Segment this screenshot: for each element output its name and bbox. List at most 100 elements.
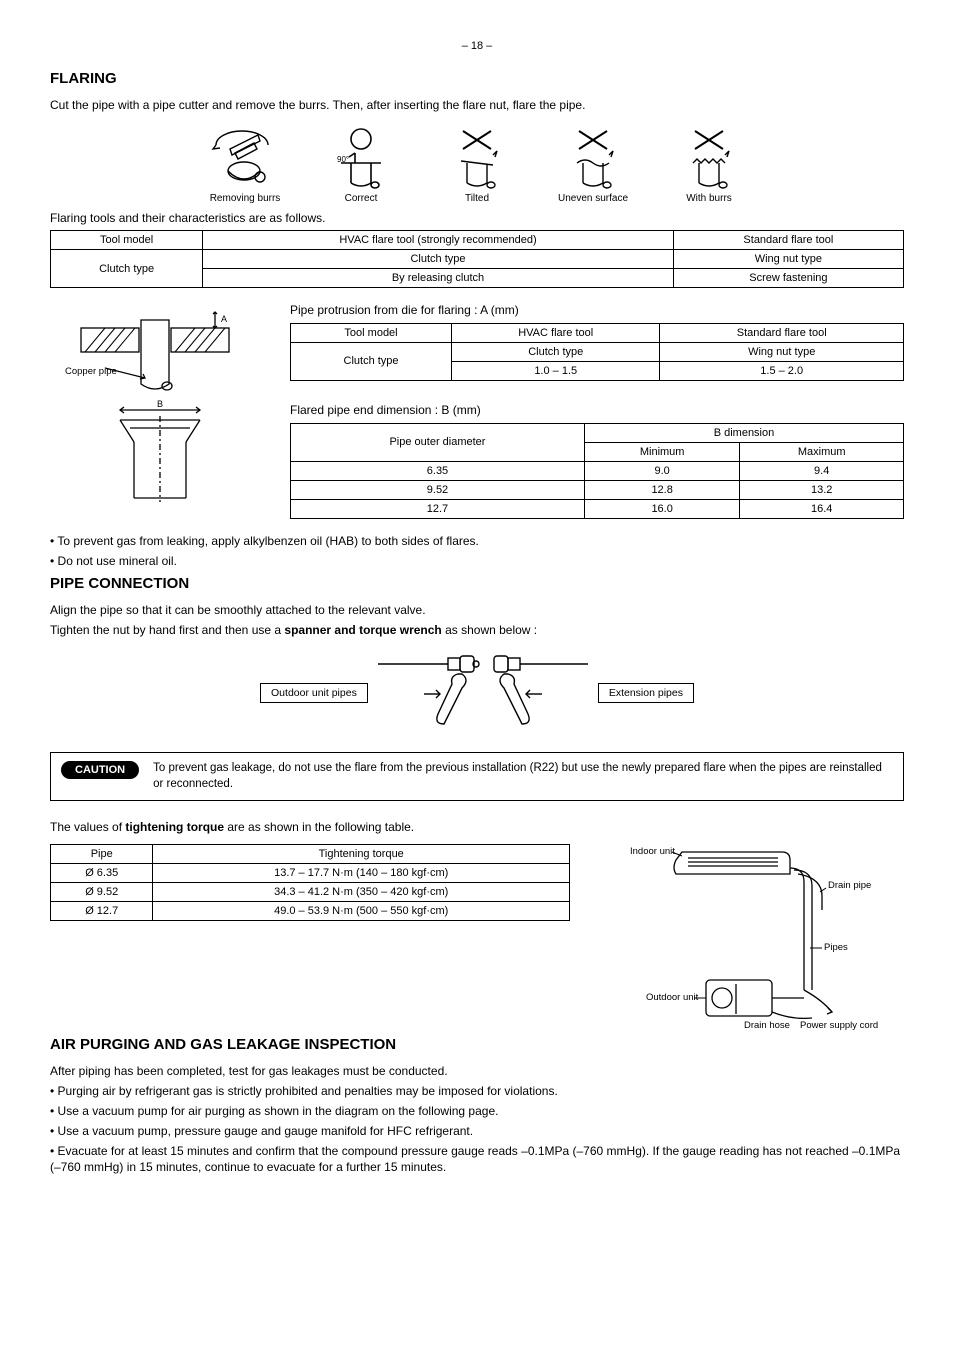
- dieA-col-1: HVAC flare tool: [452, 323, 660, 342]
- lbl-cord: Power supply cord: [800, 1020, 878, 1030]
- lbl-outdoor: Outdoor unit: [646, 992, 699, 1003]
- connect-p1: Align the pipe so that it can be smoothl…: [50, 602, 904, 618]
- flaring-note-0: • To prevent gas from leaking, apply alk…: [50, 533, 904, 549]
- dim-b-diagram: B: [50, 398, 270, 508]
- cut-uneven: Uneven surface: [553, 127, 633, 204]
- tools-col-0: Tool model: [51, 231, 203, 250]
- torque-col-1: Tightening torque: [153, 844, 570, 863]
- connect-title: PIPE CONNECTION: [50, 575, 904, 592]
- lbl-drain: Drain pipe: [828, 880, 871, 891]
- tools-r0c1: Clutch type: [203, 250, 674, 269]
- air-b3: • Evacuate for at least 15 minutes and c…: [50, 1143, 904, 1175]
- dieA-table: Tool model HVAC flare tool Standard flar…: [290, 323, 904, 381]
- torque-r0c0: Ø 6.35: [51, 863, 153, 882]
- caution-badge: CAUTION: [61, 761, 139, 779]
- wrench-icon: [378, 654, 588, 732]
- torque-r1c1: 34.3 – 41.2 N·m (350 – 420 kgf·cm): [153, 882, 570, 901]
- uneven-icon: [563, 127, 623, 189]
- lbl-indoor: Indoor unit: [630, 846, 675, 857]
- air-b1: • Use a vacuum pump for air purging as s…: [50, 1103, 904, 1119]
- cut-caption-4: With burrs: [686, 193, 732, 204]
- tools-col-2: Standard flare tool: [673, 231, 903, 250]
- connect-p2b: spanner and torque wrench: [284, 623, 441, 637]
- die-a-diagram: A Copper pipe: [50, 298, 270, 398]
- torque-r1c0: Ø 9.52: [51, 882, 153, 901]
- flaring-title: FLARING: [50, 70, 904, 87]
- cut-caption-2: Tilted: [465, 193, 489, 204]
- air-b0: • Purging air by refrigerant gas is stri…: [50, 1083, 904, 1099]
- dieA-r1c1: 1.0 – 1.5: [452, 361, 660, 380]
- cut-burrs: With burrs: [669, 127, 749, 204]
- dimB-r0c1: 9.0: [584, 461, 739, 480]
- install-diagram: Indoor unit Drain pipe Pipes Outdoor uni…: [600, 840, 904, 1030]
- deburr-icon: [210, 127, 280, 189]
- lbl-pipes: Pipes: [824, 942, 848, 953]
- dimB-head-min: Minimum: [584, 442, 739, 461]
- dieA-r0c2: Wing nut type: [660, 342, 904, 361]
- tools-table: Tool model HVAC flare tool (strongly rec…: [50, 230, 904, 288]
- cut-caption-3: Uneven surface: [558, 193, 628, 204]
- page-number: – 18 –: [50, 40, 904, 52]
- dimB-r2c1: 16.0: [584, 499, 739, 518]
- cut-tilted: Tilted: [437, 127, 517, 204]
- wrench-label-out: Outdoor unit pipes: [260, 683, 368, 703]
- torque-r0c1: 13.7 – 17.7 N·m (140 – 180 kgf·cm): [153, 863, 570, 882]
- wrench-label-ext: Extension pipes: [598, 683, 694, 703]
- dimB-r2c2: 16.4: [740, 499, 904, 518]
- air-title: AIR PURGING AND GAS LEAKAGE INSPECTION: [50, 1036, 904, 1053]
- torque-r2c0: Ø 12.7: [51, 901, 153, 920]
- cut-remove-burrs: Removing burrs: [205, 127, 285, 204]
- svg-text:B: B: [157, 399, 163, 409]
- torque-caption: The values of tightening torque are as s…: [50, 819, 904, 835]
- torque-cap-a: The values of: [50, 820, 125, 834]
- caution-box: CAUTION To prevent gas leakage, do not u…: [50, 752, 904, 801]
- cutting-diagram-row: Removing burrs 90° Correct: [50, 127, 904, 204]
- cut-caption-0: Removing burrs: [210, 193, 281, 204]
- dimB-head-dim: B dimension: [584, 423, 903, 442]
- cut-caption-1: Correct: [345, 193, 378, 204]
- dieA-col-2: Standard flare tool: [660, 323, 904, 342]
- torque-table: Pipe Tightening torque Ø 6.35 13.7 – 17.…: [50, 844, 570, 921]
- tools-r1c1: By releasing clutch: [203, 269, 674, 288]
- dieA-caption: Pipe protrusion from die for flaring : A…: [290, 302, 904, 318]
- dimB-head-pipe: Pipe outer diameter: [291, 423, 585, 461]
- caution-text: To prevent gas leakage, do not use the f…: [153, 761, 893, 792]
- cut-correct: 90° Correct: [321, 127, 401, 204]
- dieA-col-0: Tool model: [291, 323, 452, 342]
- torque-cap-b: tightening torque: [125, 820, 224, 834]
- wrench-diagram: Outdoor unit pipes Extension pipes: [50, 654, 904, 732]
- dimB-caption: Flared pipe end dimension : B (mm): [290, 402, 904, 418]
- air-p1: After piping has been completed, test fo…: [50, 1063, 904, 1079]
- svg-text:A: A: [221, 314, 227, 324]
- connect-p2a: Tighten the nut by hand first and then u…: [50, 623, 284, 637]
- torque-col-0: Pipe: [51, 844, 153, 863]
- dimB-head-max: Maximum: [740, 442, 904, 461]
- flaring-intro: Cut the pipe with a pipe cutter and remo…: [50, 97, 904, 113]
- tools-r0c0: Clutch type: [51, 250, 203, 288]
- connect-p2c: as shown below :: [442, 623, 537, 637]
- dieA-r0c1: Clutch type: [452, 342, 660, 361]
- tools-r1c2: Screw fastening: [673, 269, 903, 288]
- correct-icon: 90°: [331, 127, 391, 189]
- copper-pipe-label: Copper pipe: [65, 366, 117, 377]
- dieA-r0c0: Clutch type: [291, 342, 452, 380]
- dimB-r1c2: 13.2: [740, 480, 904, 499]
- tilted-icon: [447, 127, 507, 189]
- air-b2: • Use a vacuum pump, pressure gauge and …: [50, 1123, 904, 1139]
- dimB-r1c1: 12.8: [584, 480, 739, 499]
- dimB-r0c2: 9.4: [740, 461, 904, 480]
- tools-r0c2: Wing nut type: [673, 250, 903, 269]
- dimB-r2c0: 12.7: [291, 499, 585, 518]
- tools-caption: Flaring tools and their characteristics …: [50, 210, 904, 226]
- dimB-r0c0: 6.35: [291, 461, 585, 480]
- torque-r2c1: 49.0 – 53.9 N·m (500 – 550 kgf·cm): [153, 901, 570, 920]
- dimB-r1c0: 9.52: [291, 480, 585, 499]
- burrs-icon: [679, 127, 739, 189]
- flaring-note-1: • Do not use mineral oil.: [50, 553, 904, 569]
- lbl-hose: Drain hose: [744, 1020, 790, 1030]
- tools-col-1: HVAC flare tool (strongly recommended): [203, 231, 674, 250]
- connect-p2: Tighten the nut by hand first and then u…: [50, 622, 904, 638]
- dimB-table: Pipe outer diameter B dimension Minimum …: [290, 423, 904, 519]
- dieA-r1c2: 1.5 – 2.0: [660, 361, 904, 380]
- torque-cap-c: are as shown in the following table.: [224, 820, 414, 834]
